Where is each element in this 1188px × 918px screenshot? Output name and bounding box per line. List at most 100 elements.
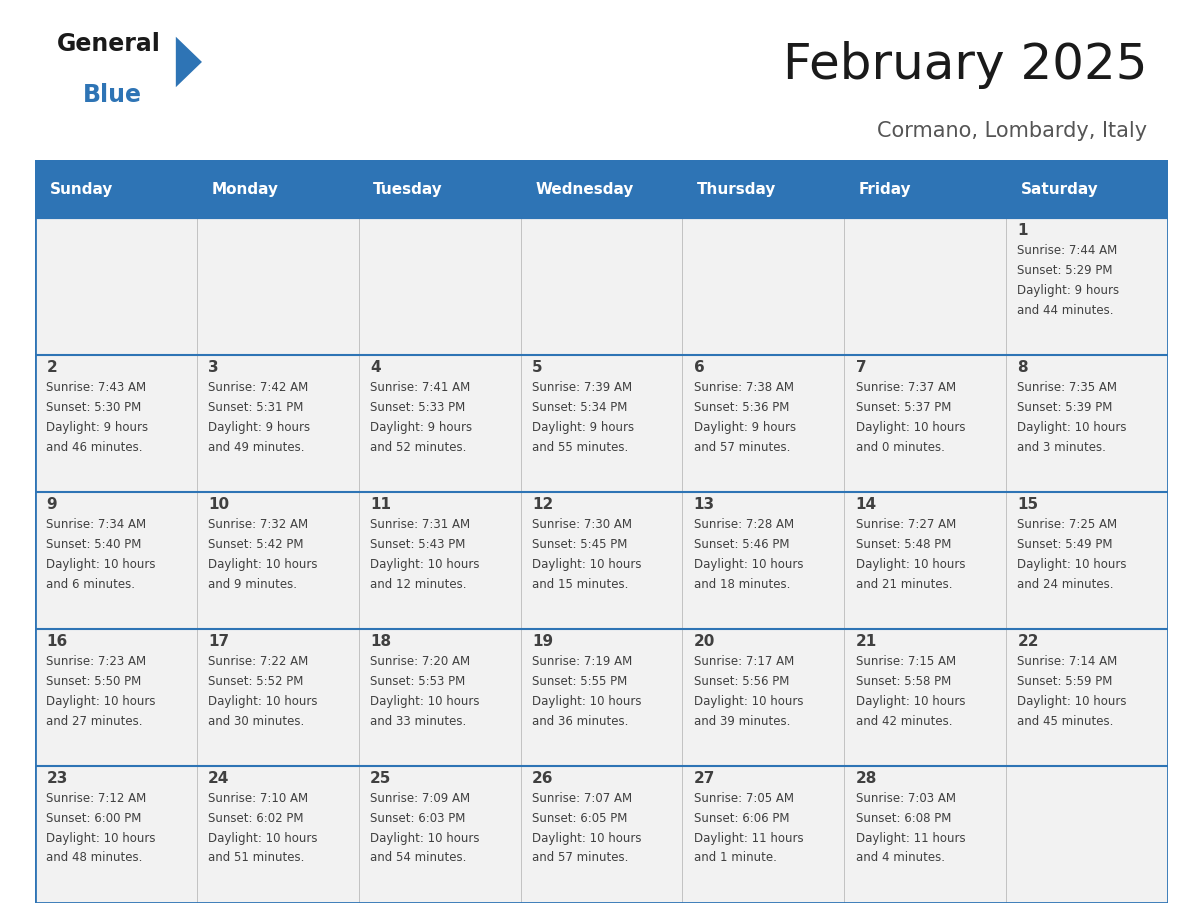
Bar <box>34 629 197 766</box>
Text: and 21 minutes.: and 21 minutes. <box>855 577 952 590</box>
Text: Sunrise: 7:12 AM: Sunrise: 7:12 AM <box>46 792 146 805</box>
Bar <box>1006 629 1168 766</box>
Text: and 36 minutes.: and 36 minutes. <box>532 714 628 728</box>
Text: Daylight: 10 hours: Daylight: 10 hours <box>532 695 642 708</box>
Text: and 46 minutes.: and 46 minutes. <box>46 441 143 453</box>
Text: Sunset: 5:50 PM: Sunset: 5:50 PM <box>46 675 141 688</box>
Text: Sunrise: 7:25 AM: Sunrise: 7:25 AM <box>1017 518 1118 532</box>
Text: 24: 24 <box>208 771 229 786</box>
Text: Sunset: 5:31 PM: Sunset: 5:31 PM <box>208 401 304 414</box>
Text: 15: 15 <box>1017 497 1038 512</box>
Text: Thursday: Thursday <box>697 182 777 196</box>
Text: Blue: Blue <box>83 83 143 106</box>
Text: Sunset: 6:02 PM: Sunset: 6:02 PM <box>208 812 304 825</box>
Text: Daylight: 10 hours: Daylight: 10 hours <box>694 558 803 571</box>
Text: Tuesday: Tuesday <box>373 182 443 196</box>
Text: Sunrise: 7:34 AM: Sunrise: 7:34 AM <box>46 518 146 532</box>
Text: and 39 minutes.: and 39 minutes. <box>694 714 790 728</box>
Text: Sunrise: 7:22 AM: Sunrise: 7:22 AM <box>208 655 309 668</box>
Text: and 52 minutes.: and 52 minutes. <box>369 441 467 453</box>
Text: Daylight: 10 hours: Daylight: 10 hours <box>855 558 965 571</box>
Text: 22: 22 <box>1017 634 1040 649</box>
Text: and 9 minutes.: and 9 minutes. <box>208 577 297 590</box>
Bar <box>34 355 197 492</box>
Text: Sunrise: 7:30 AM: Sunrise: 7:30 AM <box>532 518 632 532</box>
Text: Sunset: 6:08 PM: Sunset: 6:08 PM <box>855 812 950 825</box>
Text: Sunset: 5:43 PM: Sunset: 5:43 PM <box>369 538 466 551</box>
Text: Sunset: 5:49 PM: Sunset: 5:49 PM <box>1017 538 1113 551</box>
Text: and 57 minutes.: and 57 minutes. <box>532 852 628 865</box>
Text: Daylight: 10 hours: Daylight: 10 hours <box>369 695 480 708</box>
Text: 25: 25 <box>369 771 391 786</box>
Text: 27: 27 <box>694 771 715 786</box>
Text: Sunrise: 7:43 AM: Sunrise: 7:43 AM <box>46 381 146 394</box>
Text: Sunset: 5:46 PM: Sunset: 5:46 PM <box>694 538 789 551</box>
Text: Saturday: Saturday <box>1020 182 1099 196</box>
Text: 26: 26 <box>532 771 554 786</box>
Bar <box>520 355 682 492</box>
Text: Daylight: 10 hours: Daylight: 10 hours <box>46 558 156 571</box>
Text: and 55 minutes.: and 55 minutes. <box>532 441 628 453</box>
Text: Sunrise: 7:23 AM: Sunrise: 7:23 AM <box>46 655 146 668</box>
Text: and 27 minutes.: and 27 minutes. <box>46 714 143 728</box>
Text: Sunrise: 7:20 AM: Sunrise: 7:20 AM <box>369 655 470 668</box>
Text: Sunset: 5:39 PM: Sunset: 5:39 PM <box>1017 401 1113 414</box>
Text: Daylight: 9 hours: Daylight: 9 hours <box>1017 284 1119 297</box>
Bar <box>34 766 197 903</box>
Text: Daylight: 10 hours: Daylight: 10 hours <box>208 832 317 845</box>
Bar <box>34 218 197 355</box>
Text: Sunset: 5:30 PM: Sunset: 5:30 PM <box>46 401 141 414</box>
Text: and 6 minutes.: and 6 minutes. <box>46 577 135 590</box>
Text: Daylight: 10 hours: Daylight: 10 hours <box>369 558 480 571</box>
Bar <box>34 160 197 218</box>
Text: Sunset: 6:06 PM: Sunset: 6:06 PM <box>694 812 789 825</box>
Text: Daylight: 10 hours: Daylight: 10 hours <box>1017 695 1127 708</box>
Text: Sunset: 5:48 PM: Sunset: 5:48 PM <box>855 538 950 551</box>
Text: and 18 minutes.: and 18 minutes. <box>694 577 790 590</box>
Text: and 15 minutes.: and 15 minutes. <box>532 577 628 590</box>
Text: 8: 8 <box>1017 360 1028 375</box>
Text: Sunrise: 7:05 AM: Sunrise: 7:05 AM <box>694 792 794 805</box>
Bar <box>682 160 845 218</box>
Bar <box>197 355 359 492</box>
Bar <box>197 218 359 355</box>
Text: Sunrise: 7:17 AM: Sunrise: 7:17 AM <box>694 655 794 668</box>
Bar <box>359 218 520 355</box>
Bar <box>682 218 845 355</box>
Text: and 24 minutes.: and 24 minutes. <box>1017 577 1114 590</box>
Text: Daylight: 10 hours: Daylight: 10 hours <box>855 420 965 434</box>
Text: 20: 20 <box>694 634 715 649</box>
Text: Sunrise: 7:39 AM: Sunrise: 7:39 AM <box>532 381 632 394</box>
Text: Sunrise: 7:15 AM: Sunrise: 7:15 AM <box>855 655 955 668</box>
Text: Sunrise: 7:07 AM: Sunrise: 7:07 AM <box>532 792 632 805</box>
Text: Cormano, Lombardy, Italy: Cormano, Lombardy, Italy <box>878 121 1148 141</box>
Text: Sunrise: 7:35 AM: Sunrise: 7:35 AM <box>1017 381 1118 394</box>
Text: Daylight: 10 hours: Daylight: 10 hours <box>855 695 965 708</box>
Text: 6: 6 <box>694 360 704 375</box>
Bar <box>197 629 359 766</box>
Bar <box>845 218 1006 355</box>
Bar <box>197 766 359 903</box>
Text: 1: 1 <box>1017 223 1028 238</box>
Text: and 51 minutes.: and 51 minutes. <box>208 852 304 865</box>
Text: Daylight: 10 hours: Daylight: 10 hours <box>532 832 642 845</box>
Text: and 54 minutes.: and 54 minutes. <box>369 852 467 865</box>
Bar <box>197 492 359 629</box>
Text: Sunset: 5:33 PM: Sunset: 5:33 PM <box>369 401 466 414</box>
Text: February 2025: February 2025 <box>783 41 1148 89</box>
Text: 14: 14 <box>855 497 877 512</box>
Bar <box>845 629 1006 766</box>
Text: 28: 28 <box>855 771 877 786</box>
Bar <box>520 218 682 355</box>
Bar <box>359 766 520 903</box>
Text: 13: 13 <box>694 497 715 512</box>
Bar <box>1006 160 1168 218</box>
Text: Daylight: 10 hours: Daylight: 10 hours <box>369 832 480 845</box>
Bar <box>359 492 520 629</box>
Text: and 45 minutes.: and 45 minutes. <box>1017 714 1114 728</box>
Text: Sunrise: 7:14 AM: Sunrise: 7:14 AM <box>1017 655 1118 668</box>
Text: and 30 minutes.: and 30 minutes. <box>208 714 304 728</box>
Bar <box>682 766 845 903</box>
Text: Daylight: 10 hours: Daylight: 10 hours <box>46 695 156 708</box>
Text: 10: 10 <box>208 497 229 512</box>
